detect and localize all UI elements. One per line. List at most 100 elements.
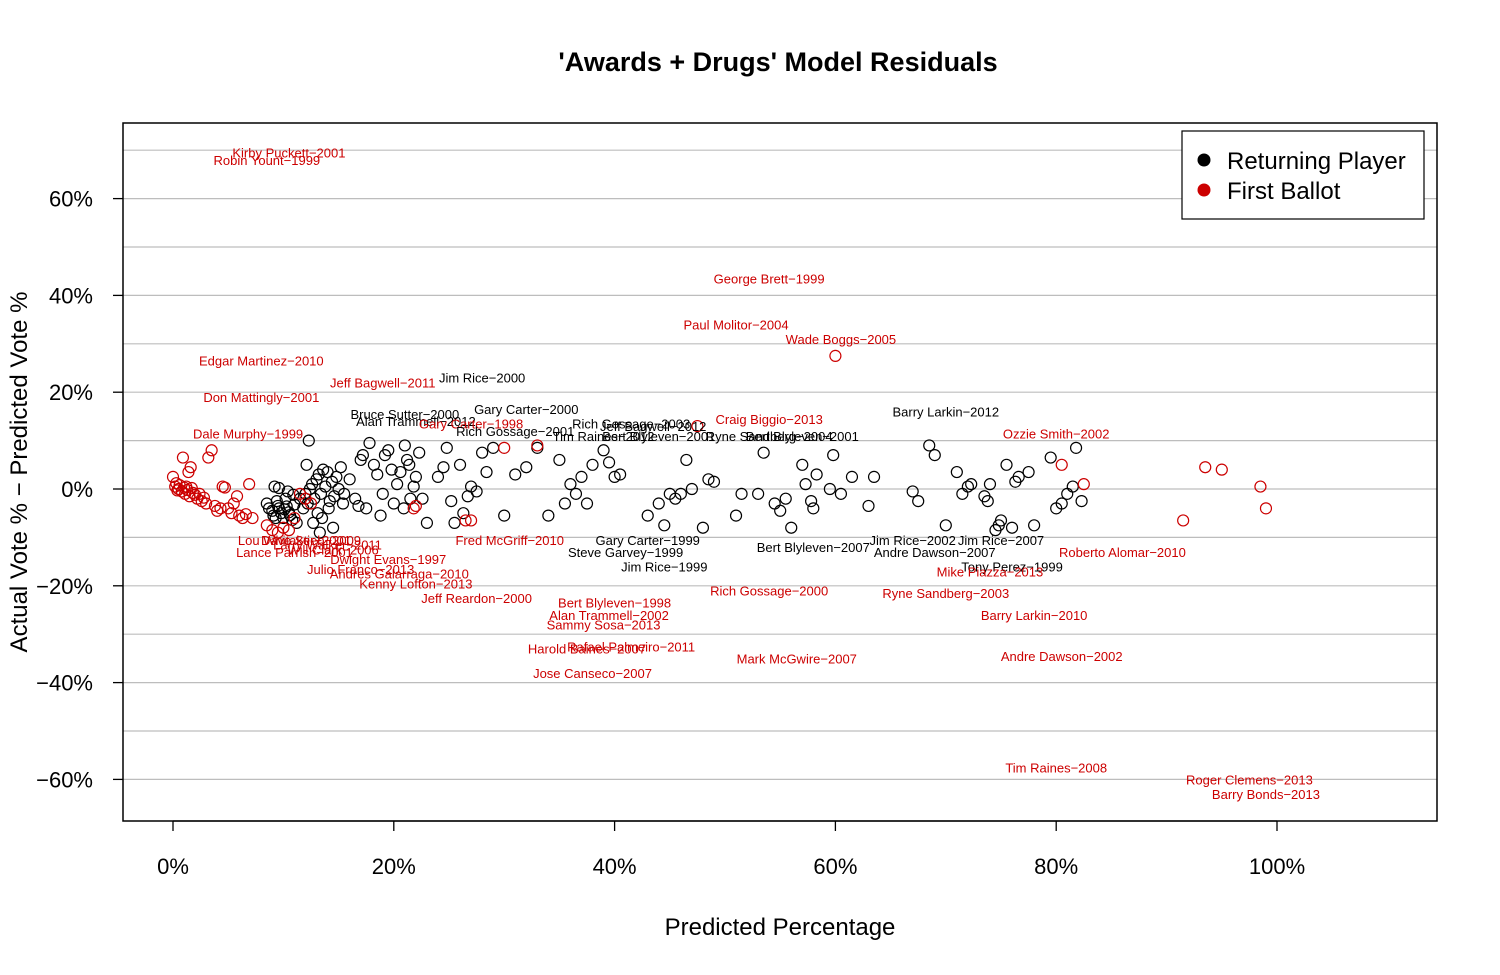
first-ballot-point xyxy=(202,451,215,464)
scatter-points xyxy=(166,349,1273,539)
returning-point xyxy=(356,449,369,462)
returning-point xyxy=(326,521,340,534)
point-label: Wade Boggs−2005 xyxy=(786,332,896,347)
point-label: Barry Bonds−2013 xyxy=(1212,787,1320,802)
returning-point xyxy=(1061,487,1074,500)
returning-point xyxy=(498,509,511,522)
point-label: Dale Murphy−1999 xyxy=(193,426,303,441)
returning-point xyxy=(382,444,395,457)
point-label: Alan Trammell−2002 xyxy=(549,608,669,623)
returning-point xyxy=(394,465,407,479)
returning-point xyxy=(652,497,665,510)
returning-point xyxy=(961,480,974,493)
first-ballot-point xyxy=(218,481,231,494)
returning-point xyxy=(1066,480,1079,493)
plot-frame xyxy=(122,122,1438,822)
returning-point xyxy=(696,521,710,534)
returning-point xyxy=(1069,441,1083,454)
point-label: Ryne Sandberg−2003 xyxy=(882,586,1009,601)
y-tick-label: −20% xyxy=(36,574,93,599)
returning-point xyxy=(608,470,621,483)
point-label: Fred McGriff−2010 xyxy=(455,533,564,548)
legend: Returning Player First Ballot xyxy=(1181,130,1425,220)
point-label: Bert Blyleven−2001 xyxy=(602,429,715,444)
y-tick-label: −60% xyxy=(36,767,93,792)
returning-point xyxy=(272,481,286,495)
y-axis: −60% −40% −20% 0% 20% 40% 60% xyxy=(36,187,123,792)
point-label: Edgar Martinez−2010 xyxy=(199,354,324,369)
point-label: Don Mattingly−2001 xyxy=(203,390,319,405)
point-label: Tim Raines−2012 xyxy=(553,429,655,444)
returning-point xyxy=(440,441,453,454)
point-label: Alan Trammell−2012 xyxy=(356,414,476,429)
returning-point xyxy=(487,441,500,454)
first-ballot-point xyxy=(176,451,190,464)
x-axis-label: Predicted Percentage xyxy=(665,914,896,941)
legend-label-returning: Returning Player xyxy=(1227,148,1406,175)
point-label: Jeff Bagwell−2011 xyxy=(330,376,435,391)
y-axis-label: Actual Vote % − Predicted Vote % xyxy=(6,292,33,653)
returning-point xyxy=(397,502,410,515)
x-tick-label: 80% xyxy=(1034,854,1078,879)
returning-point xyxy=(785,521,798,534)
point-label: Mark McGwire−2007 xyxy=(737,651,857,666)
returning-point xyxy=(352,499,365,513)
returning-point xyxy=(437,461,450,474)
point-label: Rafael Palmeiro−2011 xyxy=(567,639,695,654)
returning-point xyxy=(928,449,941,462)
point-label: Ryne Sandberg−2004 xyxy=(706,429,833,444)
returning-point xyxy=(1044,451,1057,464)
returning-point xyxy=(834,487,848,500)
first-ballot-point xyxy=(185,481,198,495)
y-tick-label: −40% xyxy=(36,671,93,696)
returning-point xyxy=(476,446,489,459)
first-ballot-point xyxy=(1077,478,1090,491)
returning-point xyxy=(270,495,283,508)
returning-point xyxy=(314,487,328,500)
point-label: Craig Biggio−2013 xyxy=(715,412,822,427)
returning-point xyxy=(950,465,963,479)
x-tick-label: 100% xyxy=(1249,854,1305,879)
returning-point xyxy=(398,439,411,452)
first-ballot-point xyxy=(214,502,227,515)
first-ballot-point xyxy=(193,487,206,500)
returning-point xyxy=(448,516,461,529)
returning-point xyxy=(702,473,715,486)
point-label: Bert Blyleven−2007 xyxy=(757,540,870,555)
returning-point xyxy=(280,500,293,513)
point-label: Tim Raines−2008 xyxy=(1005,760,1107,775)
first-ballot-point xyxy=(230,490,244,503)
first-ballot-point xyxy=(1177,514,1190,527)
returning-point xyxy=(520,461,533,474)
first-ballot-point xyxy=(409,499,422,513)
returning-point xyxy=(334,461,347,474)
point-label: Jeff Bagwell−2012 xyxy=(600,419,706,434)
returning-point xyxy=(445,495,458,508)
returning-point xyxy=(420,516,434,529)
first-ballot-point xyxy=(227,497,240,510)
first-ballot-point xyxy=(1055,458,1068,471)
returning-point xyxy=(363,436,376,450)
returning-point xyxy=(799,478,812,491)
point-label: Dwight Evans−1997 xyxy=(330,552,446,567)
point-label: Ozzie Smith−2002 xyxy=(1003,426,1110,441)
returning-point xyxy=(586,458,599,471)
returning-point xyxy=(983,478,997,491)
returning-point xyxy=(413,446,426,459)
first-ballot-point xyxy=(282,524,296,537)
point-label: Will Clark−2006 xyxy=(287,543,378,558)
y-tick-label: 20% xyxy=(49,380,93,405)
legend-marker-first-ballot xyxy=(1197,183,1211,197)
first-ballot-point xyxy=(691,419,704,433)
point-label: Steve Garvey−1999 xyxy=(568,545,683,560)
returning-point xyxy=(391,478,404,491)
first-ballot-point xyxy=(829,349,842,362)
returning-point xyxy=(729,509,743,522)
returning-point xyxy=(641,509,654,522)
returning-point xyxy=(580,497,594,510)
returning-point xyxy=(867,470,881,483)
returning-point xyxy=(912,495,925,508)
first-ballot-point xyxy=(531,439,544,452)
point-label: Mike Piazza−2013 xyxy=(937,564,1044,579)
